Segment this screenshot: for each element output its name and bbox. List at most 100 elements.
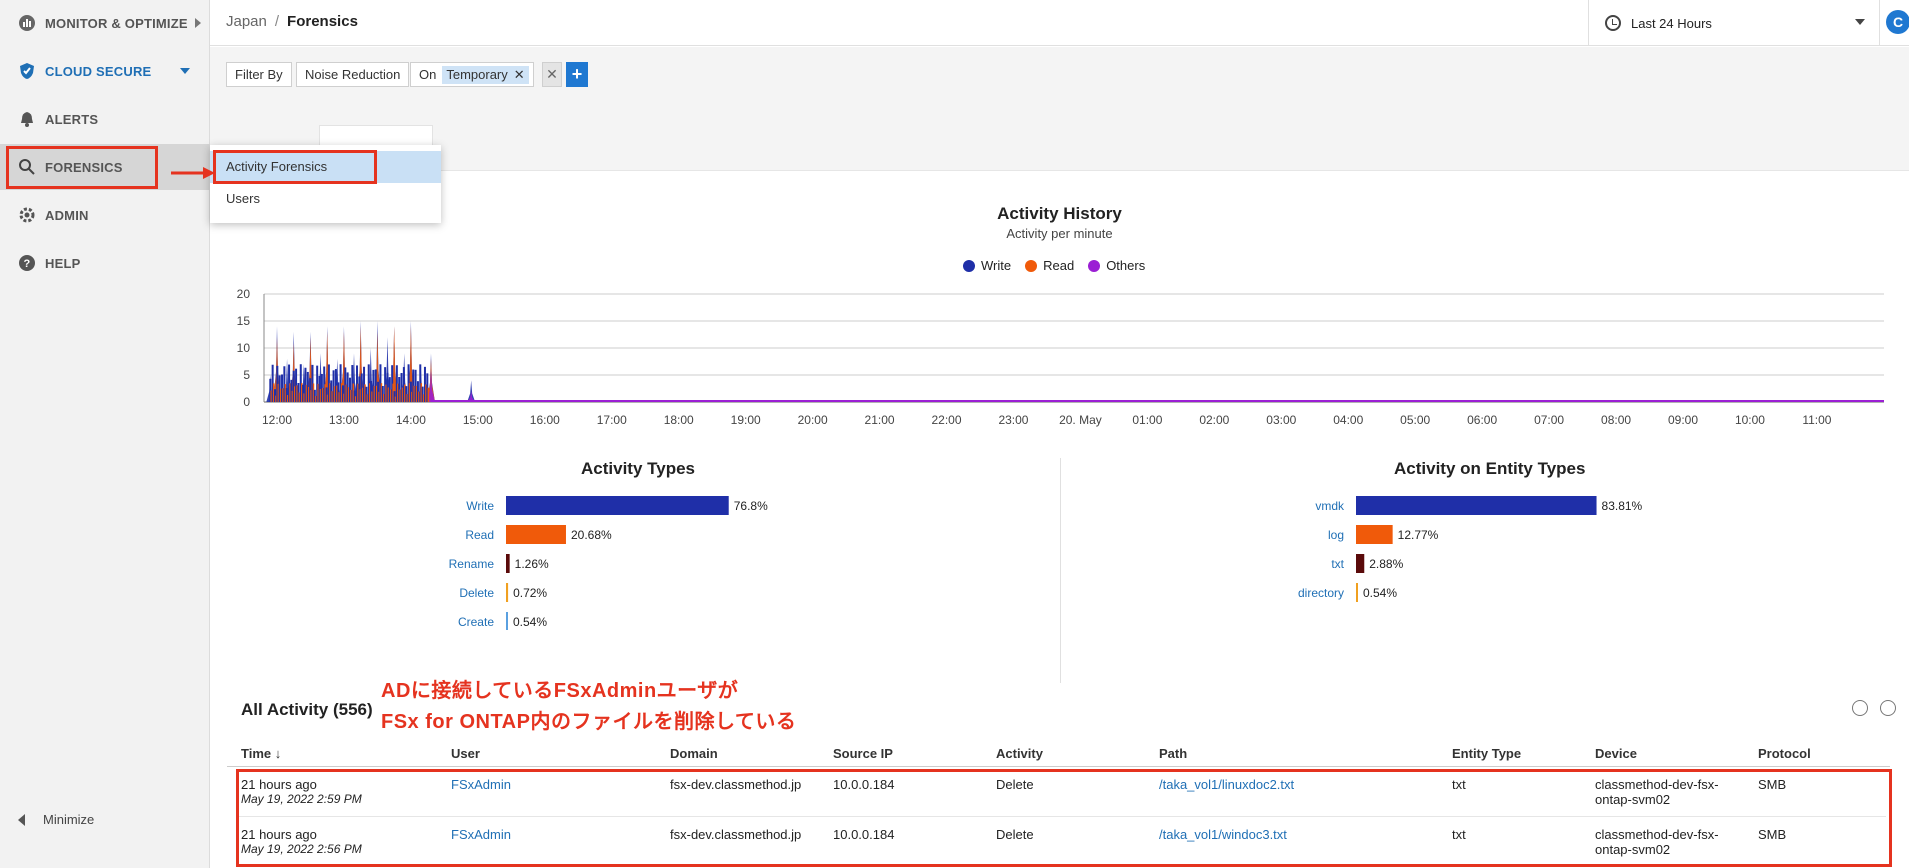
chart-icon (18, 14, 36, 32)
time-range-select[interactable]: Last 24 Hours (1588, 0, 1880, 46)
x-tick-label: 10:00 (1735, 413, 1765, 427)
menu-item-users[interactable]: Users (226, 191, 260, 206)
gear-icon (18, 206, 36, 224)
entity-cell: txt (1452, 827, 1466, 842)
time-relative: 21 hours ago (241, 827, 317, 842)
chevron-left-icon (18, 813, 25, 826)
all-activity-title: All Activity (556) (241, 700, 373, 719)
value-label-delete: 0.72% (513, 586, 547, 600)
breadcrumb: Japan / Forensics (226, 13, 358, 30)
header-divider (227, 766, 1890, 767)
annotation-line-2: FSx for ONTAP内のファイルを削除している (381, 711, 797, 733)
x-tick-label: 21:00 (865, 413, 895, 427)
legend-item-others[interactable]: Others (1088, 258, 1145, 273)
activity-types-title: Activity Types (581, 459, 696, 478)
user-link[interactable]: FSxAdmin (451, 777, 511, 792)
legend-swatch (1025, 259, 1038, 272)
nav-help[interactable]: ? HELP (0, 240, 210, 286)
category-label-rename: Rename (449, 557, 495, 571)
time-relative: 21 hours ago (241, 777, 317, 792)
annotation-box-rows (236, 769, 1892, 867)
filter-on-label: On (419, 67, 437, 82)
search-icon (18, 158, 36, 176)
device-line-1: classmethod-dev-fsx- (1595, 777, 1719, 792)
device-cell: classmethod-dev-fsx-ontap-svm02 (1595, 777, 1719, 807)
legend-label: Others (1106, 258, 1146, 273)
annotation-arrow-icon (171, 167, 215, 179)
annotation-box-activity-forensics (213, 150, 377, 184)
bell-icon (18, 110, 36, 128)
time-range-value: Last 24 Hours (1631, 15, 1712, 31)
menu-item-activity-forensics[interactable]: Activity Forensics (210, 151, 441, 183)
sidebar: MONITOR & OPTIMIZE CLOUD SECURE ALERTS F… (0, 0, 210, 868)
legend-label: Write (981, 258, 1012, 273)
y-tick-label: 15 (237, 314, 251, 328)
minimize-button[interactable]: Minimize (18, 812, 94, 827)
x-tick-label: 03:00 (1266, 413, 1296, 427)
settings-icon[interactable] (1880, 700, 1896, 716)
path-link[interactable]: /taka_vol1/windoc3.txt (1159, 827, 1287, 842)
nav-label: CLOUD SECURE (45, 63, 152, 79)
divider (1060, 458, 1061, 683)
value-label-log: 12.77% (1398, 528, 1439, 542)
annotation-box-forensics (6, 146, 158, 189)
entity-types-chart: vmdk 83.81% log 12.77% txt 2.88% directory 0.54… (1298, 496, 1643, 602)
column-header-domain[interactable]: Domain (670, 746, 718, 761)
top-header: Japan / Forensics Last 24 Hours C (210, 0, 1909, 46)
add-filter-button[interactable]: + (566, 62, 588, 87)
user-link[interactable]: FSxAdmin (451, 827, 511, 842)
bar-write (506, 496, 729, 515)
category-label-create: Create (458, 615, 494, 629)
category-label-log: log (1328, 528, 1344, 542)
nav-label: HELP (45, 255, 81, 271)
chart-subtitle: Activity per minute (1006, 226, 1113, 241)
nav-monitor-optimize[interactable]: MONITOR & OPTIMIZE (0, 0, 210, 46)
close-icon[interactable]: ✕ (513, 66, 525, 82)
nav-cloud-secure[interactable]: CLOUD SECURE (0, 48, 210, 94)
nav-label: ALERTS (45, 111, 99, 127)
column-header-entity-type[interactable]: Entity Type (1452, 746, 1522, 761)
activity-types-chart: Write 76.8% Read 20.68% Rename 1.26% Delete 0.7… (449, 496, 768, 630)
filter-on-field[interactable]: On Temporary ✕ (410, 62, 534, 87)
category-label-vmdk: vmdk (1315, 499, 1345, 513)
protocol-cell: SMB (1758, 777, 1787, 792)
filter-bar: Filter By Noise Reduction On Temporary ✕ … (210, 47, 1909, 171)
refresh-button[interactable]: C (1886, 10, 1909, 34)
legend-item-read[interactable]: Read (1025, 258, 1074, 273)
category-label-directory: directory (1298, 586, 1344, 600)
x-tick-label: 06:00 (1467, 413, 1497, 427)
x-tick-label: 02:00 (1199, 413, 1229, 427)
column-header-protocol[interactable]: Protocol (1758, 746, 1811, 761)
column-header-user[interactable]: User (451, 746, 480, 761)
column-header-time[interactable]: Time ↓ (241, 746, 282, 761)
annotation-text: ADに接続しているFSxAdminユーザが FSx for ONTAP内のファイ… (381, 676, 796, 738)
chevron-down-icon (1855, 19, 1865, 25)
nav-admin[interactable]: ADMIN (0, 192, 210, 238)
breadcrumb-parent[interactable]: Japan (226, 13, 267, 30)
bar-read (506, 525, 566, 544)
export-icon[interactable] (1852, 700, 1868, 716)
column-header-device[interactable]: Device (1595, 746, 1637, 761)
nav-alerts[interactable]: ALERTS (0, 96, 210, 142)
entity-cell: txt (1452, 777, 1466, 792)
nav-label: FORENSICS (45, 159, 123, 175)
column-header-source-ip[interactable]: Source IP (833, 746, 893, 761)
chevron-down-icon (180, 68, 190, 74)
nav-forensics[interactable]: FORENSICS (0, 144, 210, 190)
value-label-txt: 2.88% (1369, 557, 1403, 571)
table-row-time: 21 hours ago May 19, 2022 2:59 PM (241, 777, 362, 807)
device-line-2: ontap-svm02 (1595, 792, 1671, 807)
svg-text:?: ? (24, 258, 31, 270)
x-tick-label: 05:00 (1400, 413, 1430, 427)
clear-filter-button[interactable]: ✕ (542, 62, 562, 87)
x-tick-label: 22:00 (932, 413, 962, 427)
legend-item-write[interactable]: Write (963, 258, 1011, 273)
column-header-path[interactable]: Path (1159, 746, 1188, 761)
bar-directory (1356, 583, 1358, 602)
activity-cell: Delete (996, 777, 1034, 792)
x-tick-label: 01:00 (1132, 413, 1162, 427)
column-header-activity[interactable]: Activity (996, 746, 1043, 761)
path-link[interactable]: /taka_vol1/linuxdoc2.txt (1159, 777, 1295, 792)
filter-chip[interactable]: Temporary ✕ (442, 65, 529, 84)
filter-by-label: Filter By (226, 62, 292, 87)
